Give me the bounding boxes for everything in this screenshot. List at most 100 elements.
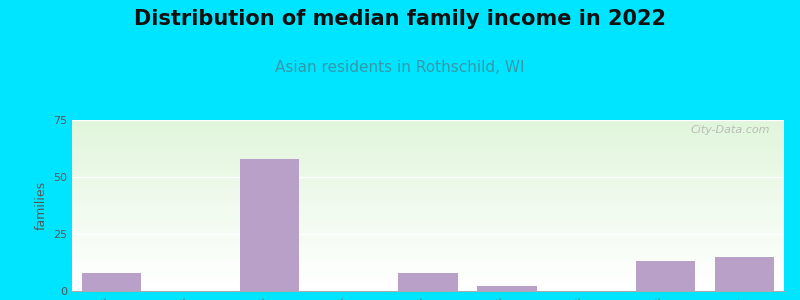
Bar (72, 145, 784, 146)
Bar (72, 271, 784, 272)
Bar (72, 180, 784, 181)
Bar (72, 160, 784, 161)
Bar (72, 207, 784, 208)
Bar (72, 182, 784, 183)
Bar (72, 266, 784, 267)
Bar (72, 258, 784, 259)
Bar (72, 137, 784, 138)
Bar (72, 158, 784, 159)
Bar (72, 257, 784, 258)
Bar (72, 194, 784, 195)
Bar (72, 241, 784, 242)
Bar (72, 213, 784, 214)
Bar (72, 167, 784, 168)
Bar (72, 199, 784, 200)
Text: Asian residents in Rothschild, WI: Asian residents in Rothschild, WI (275, 60, 525, 75)
Bar (72, 125, 784, 126)
Bar (72, 215, 784, 216)
Bar (72, 128, 784, 129)
Bar (72, 290, 784, 291)
Bar (72, 231, 784, 232)
Bar (72, 203, 784, 204)
Bar (72, 163, 784, 164)
Bar (72, 121, 784, 122)
Bar (72, 171, 784, 172)
Bar (72, 184, 784, 185)
Bar (72, 161, 784, 162)
Bar (72, 276, 784, 277)
Bar (72, 181, 784, 182)
Bar (72, 288, 784, 289)
Bar (72, 237, 784, 238)
Bar (72, 162, 784, 163)
Bar (72, 267, 784, 268)
Bar (72, 208, 784, 209)
Bar (72, 282, 784, 283)
Bar (72, 283, 784, 284)
Bar (72, 188, 784, 189)
Bar (72, 280, 784, 281)
Bar (72, 151, 784, 152)
Bar (72, 144, 784, 145)
Bar (72, 157, 784, 158)
Bar (72, 148, 784, 149)
Bar (72, 216, 784, 217)
Bar (72, 214, 784, 215)
Y-axis label: families: families (34, 181, 47, 230)
Bar (72, 127, 784, 128)
Text: City-Data.com: City-Data.com (690, 125, 770, 135)
Bar (72, 174, 784, 175)
Bar (398, 273, 458, 291)
Bar (72, 139, 784, 140)
Bar (72, 190, 784, 191)
Bar (72, 243, 784, 244)
Bar (72, 120, 784, 121)
Bar (72, 122, 784, 123)
Bar (72, 186, 784, 187)
Bar (72, 219, 784, 220)
Bar (72, 221, 784, 222)
Bar (72, 156, 784, 157)
Bar (72, 170, 784, 171)
Bar (72, 264, 784, 265)
Bar (72, 135, 784, 136)
Bar (72, 222, 784, 223)
Bar (72, 138, 784, 139)
Bar (72, 177, 784, 178)
Bar (240, 159, 299, 291)
Bar (72, 193, 784, 194)
Bar (72, 230, 784, 231)
Bar (72, 169, 784, 170)
Bar (72, 204, 784, 205)
Bar (72, 287, 784, 288)
Bar (72, 249, 784, 250)
Bar (72, 155, 784, 156)
Bar (72, 126, 784, 127)
Bar (72, 179, 784, 180)
Bar (72, 253, 784, 254)
Bar (72, 260, 784, 261)
Bar (72, 275, 784, 276)
Bar (72, 136, 784, 137)
Bar (72, 209, 784, 210)
Bar (72, 242, 784, 243)
Bar (72, 272, 784, 273)
Bar (72, 246, 784, 247)
Bar (72, 123, 784, 124)
Bar (72, 228, 784, 229)
Bar (72, 259, 784, 260)
Bar (72, 143, 784, 144)
Bar (72, 172, 784, 173)
Bar (72, 146, 784, 147)
Bar (72, 263, 784, 264)
Bar (72, 224, 784, 225)
Bar (72, 200, 784, 201)
Bar (72, 133, 784, 134)
Bar (72, 277, 784, 278)
Bar (72, 176, 784, 177)
Text: Distribution of median family income in 2022: Distribution of median family income in … (134, 9, 666, 29)
Bar (72, 236, 784, 237)
Bar (72, 189, 784, 190)
Bar (72, 159, 784, 160)
Bar (72, 124, 784, 125)
